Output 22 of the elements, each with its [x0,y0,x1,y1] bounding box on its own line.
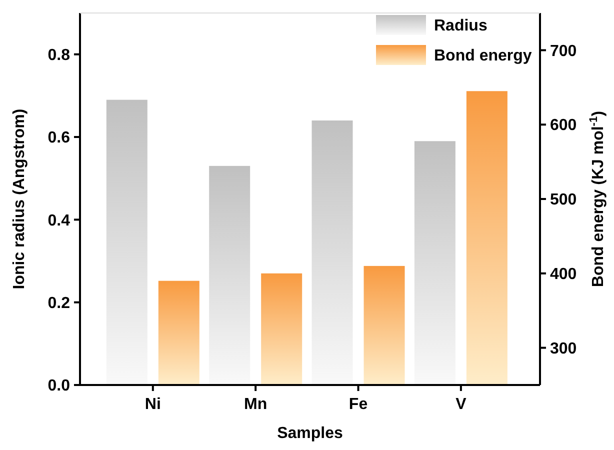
bar [312,120,353,385]
y-tick-label: 0.6 [48,130,70,147]
legend-label: Bond energy [434,48,532,65]
x-tick-label: Ni [144,396,161,413]
y-axis-title: Ionic radius (Angstrom) [11,108,28,290]
y2-tick-label: 700 [550,42,577,60]
y-tick-label: 0.8 [48,46,70,64]
bar [209,166,250,385]
y-tick-label: 0.0 [48,378,70,395]
x-tick-label: Fe [348,396,368,413]
x-tick-label: V [456,396,467,413]
legend-label: Radius [434,18,488,35]
y2-tick-label: 500 [550,192,577,209]
x-tick-label: Mn [244,396,268,413]
y-tick-label: 0.4 [48,212,70,230]
x-axis-title: Samples [277,425,344,442]
bar [414,141,456,385]
y-tick-label: 0.2 [48,294,70,312]
y2-tick-label: 300 [550,340,577,358]
y2-tick-label: 600 [550,117,577,134]
y2-tick-label: 400 [550,266,577,283]
bar [106,100,148,385]
